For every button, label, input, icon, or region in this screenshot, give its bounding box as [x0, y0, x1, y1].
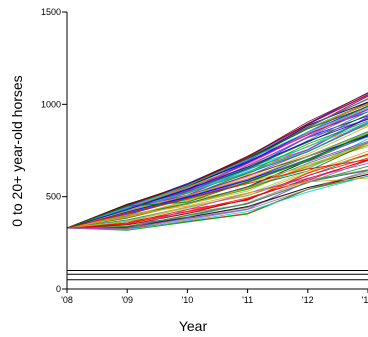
series-line-72	[66, 162, 368, 230]
series-line-77	[66, 159, 368, 229]
series-line-35	[66, 175, 368, 231]
y-tick-label-500: 500	[46, 192, 61, 202]
series-line-70	[66, 92, 368, 229]
x-tick-label-0: '08	[61, 295, 73, 305]
y-axis-title: 0 to 20+ year-old horses	[9, 75, 25, 226]
y-tick-label-1500: 1500	[41, 7, 61, 17]
x-tick-label-3: '11	[242, 295, 253, 305]
x-axis-title: Year	[179, 318, 208, 334]
series-line-73	[66, 177, 368, 229]
series-line-17	[66, 175, 368, 231]
axes	[66, 12, 368, 290]
series-line-74	[66, 107, 368, 229]
series-line-76	[66, 133, 368, 229]
series-line-64	[66, 158, 368, 229]
y-tick-label-0: 0	[56, 284, 61, 294]
x-tick-label-4: '12	[302, 295, 314, 305]
x-tick-label-2: '10	[182, 295, 194, 305]
series-line-22	[66, 174, 368, 229]
series-line-47	[66, 142, 368, 229]
series-line-66	[66, 135, 368, 229]
series-line-69	[66, 132, 368, 229]
x-tick-label-5: '1	[362, 295, 368, 305]
x-tick-label-1: '09	[121, 295, 133, 305]
y-axis-ticks: 0 500 1000 1500	[41, 7, 67, 294]
x-axis-ticks: '08 '09 '10 '11 '12 '1	[61, 289, 368, 305]
reference-lines	[67, 270, 368, 281]
series-line-71	[67, 170, 368, 229]
series-lines	[66, 92, 368, 231]
series-line-75	[66, 118, 368, 229]
y-tick-label-1000: 1000	[41, 99, 61, 109]
